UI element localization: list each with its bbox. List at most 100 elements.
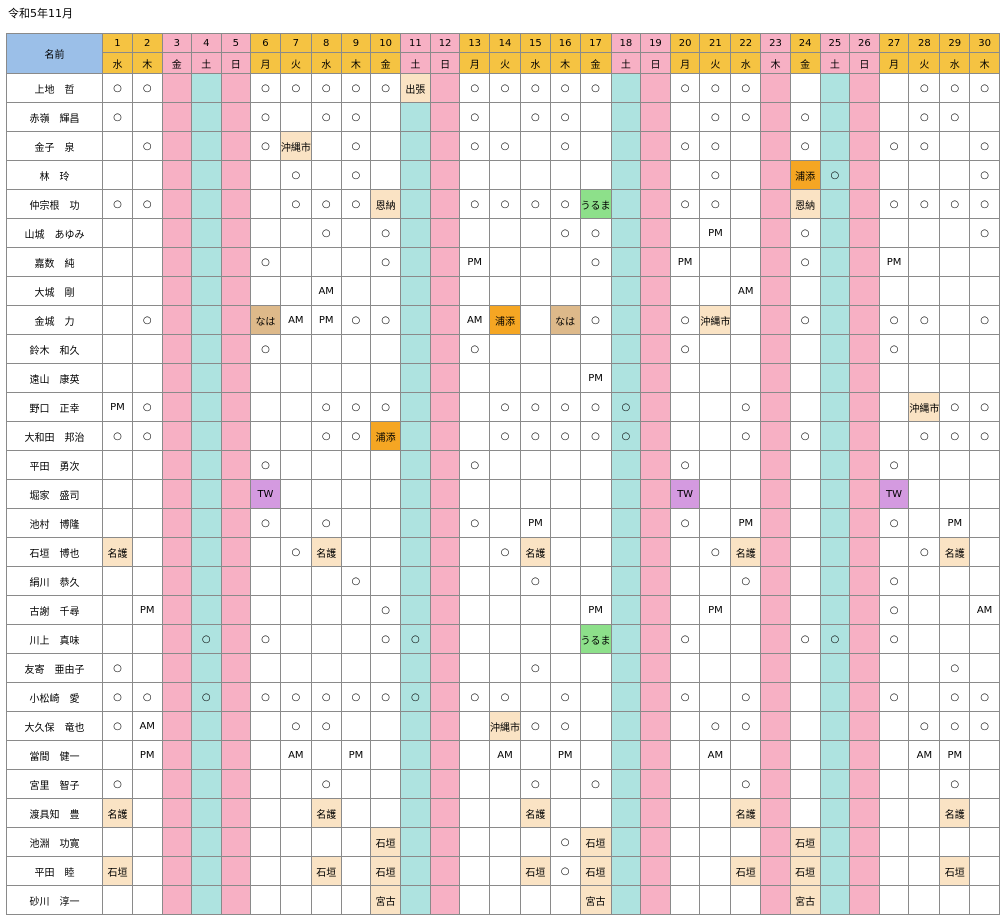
schedule-cell-12[interactable] [429, 711, 461, 741]
schedule-cell-4[interactable] [191, 537, 222, 567]
schedule-cell-15[interactable]: 石垣 [520, 856, 551, 886]
schedule-cell-28[interactable] [908, 682, 941, 712]
schedule-cell-4[interactable] [191, 740, 222, 770]
schedule-cell-5[interactable] [220, 247, 252, 277]
schedule-cell-26[interactable] [849, 798, 880, 828]
schedule-cell-15[interactable]: ○ [520, 73, 551, 103]
schedule-cell-12[interactable] [429, 421, 461, 451]
schedule-cell-23[interactable] [760, 131, 791, 161]
schedule-cell-13[interactable] [459, 769, 491, 799]
schedule-cell-13[interactable] [459, 479, 491, 509]
schedule-cell-12[interactable] [429, 160, 461, 190]
schedule-cell-21[interactable] [699, 566, 732, 596]
schedule-cell-3[interactable] [161, 305, 193, 335]
schedule-cell-9[interactable] [340, 363, 372, 393]
schedule-cell-9[interactable]: ○ [340, 566, 372, 596]
schedule-cell-5[interactable] [220, 421, 252, 451]
schedule-cell-22[interactable]: 名護 [730, 798, 762, 828]
schedule-cell-11[interactable] [400, 885, 431, 915]
schedule-cell-17[interactable]: ○ [579, 218, 612, 248]
schedule-cell-30[interactable] [969, 653, 1000, 683]
schedule-cell-27[interactable] [878, 711, 910, 741]
schedule-cell-13[interactable] [459, 827, 491, 857]
schedule-cell-15[interactable] [520, 247, 551, 277]
schedule-cell-29[interactable]: 名護 [939, 798, 971, 828]
schedule-cell-16[interactable] [549, 160, 581, 190]
schedule-cell-8[interactable] [310, 363, 342, 393]
schedule-cell-13[interactable] [459, 653, 491, 683]
schedule-cell-15[interactable]: ○ [520, 102, 551, 132]
schedule-cell-5[interactable] [220, 769, 252, 799]
schedule-cell-4[interactable] [191, 160, 222, 190]
schedule-cell-2[interactable] [131, 885, 163, 915]
schedule-cell-17[interactable]: ○ [579, 421, 612, 451]
schedule-cell-24[interactable] [789, 276, 821, 306]
schedule-cell-7[interactable]: 沖縄市 [279, 131, 312, 161]
schedule-cell-18[interactable] [610, 479, 642, 509]
schedule-cell-6[interactable]: ○ [250, 102, 281, 132]
schedule-cell-23[interactable] [760, 856, 791, 886]
schedule-cell-24[interactable] [789, 682, 821, 712]
schedule-cell-15[interactable] [520, 334, 551, 364]
schedule-cell-20[interactable] [669, 769, 701, 799]
schedule-cell-17[interactable]: 石垣 [579, 827, 612, 857]
schedule-cell-22[interactable]: ○ [730, 392, 762, 422]
schedule-cell-2[interactable] [131, 856, 163, 886]
schedule-cell-17[interactable]: 石垣 [579, 856, 612, 886]
schedule-cell-29[interactable]: ○ [939, 711, 971, 741]
schedule-cell-14[interactable] [489, 827, 522, 857]
schedule-cell-7[interactable] [279, 247, 312, 277]
schedule-cell-1[interactable] [102, 885, 133, 915]
schedule-cell-1[interactable] [102, 624, 133, 654]
schedule-cell-13[interactable]: ○ [459, 102, 491, 132]
schedule-cell-28[interactable] [908, 363, 941, 393]
schedule-cell-10[interactable]: 石垣 [370, 856, 401, 886]
schedule-cell-27[interactable] [878, 885, 910, 915]
schedule-cell-26[interactable] [849, 450, 880, 480]
schedule-cell-28[interactable]: ○ [908, 305, 941, 335]
schedule-cell-1[interactable]: PM [102, 392, 133, 422]
schedule-cell-23[interactable] [760, 595, 791, 625]
schedule-cell-30[interactable] [969, 537, 1000, 567]
schedule-cell-1[interactable] [102, 827, 133, 857]
schedule-cell-1[interactable]: 名護 [102, 798, 133, 828]
schedule-cell-8[interactable]: ○ [310, 682, 342, 712]
schedule-cell-17[interactable] [579, 653, 612, 683]
schedule-cell-26[interactable] [849, 508, 880, 538]
schedule-cell-27[interactable] [878, 392, 910, 422]
schedule-cell-12[interactable] [429, 450, 461, 480]
schedule-cell-21[interactable] [699, 508, 732, 538]
schedule-cell-14[interactable] [489, 363, 522, 393]
schedule-cell-18[interactable] [610, 334, 642, 364]
schedule-cell-27[interactable]: ○ [878, 189, 910, 219]
schedule-cell-12[interactable] [429, 624, 461, 654]
schedule-cell-17[interactable]: ○ [579, 392, 612, 422]
schedule-cell-15[interactable] [520, 305, 551, 335]
schedule-cell-23[interactable] [760, 740, 791, 770]
schedule-cell-10[interactable]: 石垣 [370, 827, 401, 857]
schedule-cell-16[interactable]: ○ [549, 189, 581, 219]
schedule-cell-14[interactable]: 沖縄市 [489, 711, 522, 741]
schedule-cell-20[interactable] [669, 218, 701, 248]
schedule-cell-24[interactable]: 石垣 [789, 827, 821, 857]
schedule-cell-5[interactable] [220, 856, 252, 886]
schedule-cell-3[interactable] [161, 218, 193, 248]
schedule-cell-27[interactable]: ○ [878, 305, 910, 335]
schedule-cell-18[interactable] [610, 595, 642, 625]
schedule-cell-5[interactable] [220, 479, 252, 509]
schedule-cell-2[interactable]: ○ [131, 421, 163, 451]
schedule-cell-27[interactable] [878, 856, 910, 886]
schedule-cell-19[interactable] [640, 537, 671, 567]
schedule-cell-26[interactable] [849, 160, 880, 190]
schedule-cell-24[interactable]: ○ [789, 218, 821, 248]
schedule-cell-28[interactable] [908, 624, 941, 654]
schedule-cell-7[interactable]: ○ [279, 711, 312, 741]
schedule-cell-14[interactable]: ○ [489, 131, 522, 161]
schedule-cell-21[interactable] [699, 624, 732, 654]
schedule-cell-6[interactable] [250, 827, 281, 857]
schedule-cell-23[interactable] [760, 827, 791, 857]
schedule-cell-7[interactable] [279, 566, 312, 596]
schedule-cell-25[interactable] [819, 247, 851, 277]
schedule-cell-19[interactable] [640, 740, 671, 770]
schedule-cell-7[interactable] [279, 653, 312, 683]
